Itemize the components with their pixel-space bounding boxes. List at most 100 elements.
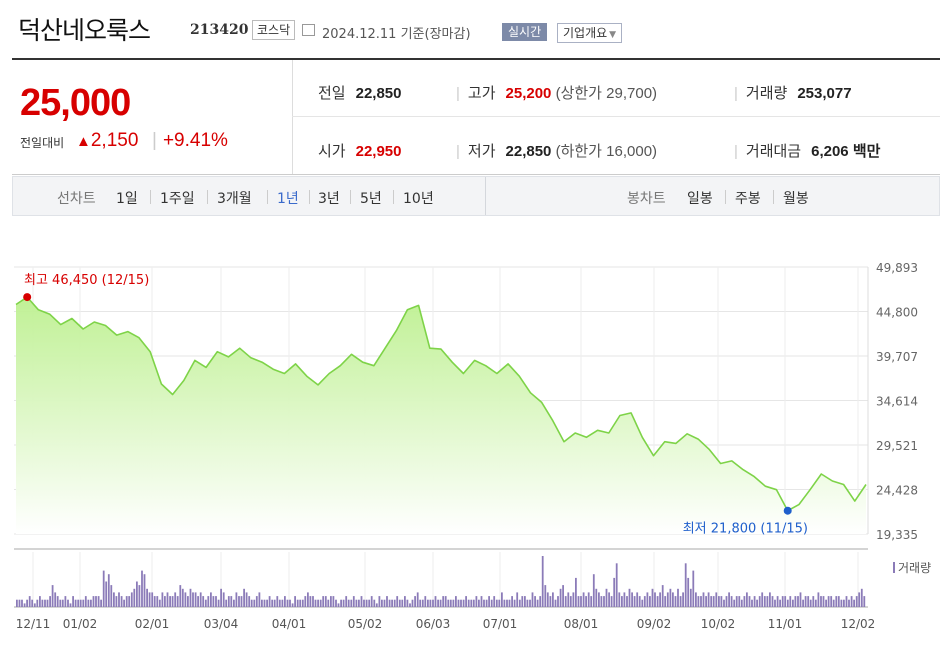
volume-bar <box>455 596 457 607</box>
volume-bar <box>90 599 92 607</box>
volume-bar <box>860 588 863 607</box>
realtime-button[interactable]: 실시간 <box>502 23 548 41</box>
volume-bar <box>307 592 309 607</box>
volume-bar <box>580 596 582 607</box>
date-value: 2024.12.11 <box>322 27 397 42</box>
volume-bar <box>220 588 222 607</box>
period-3m[interactable]: 3개월 <box>217 191 252 207</box>
volume-bar <box>199 592 202 607</box>
amount-label: 거래대금 <box>745 143 802 160</box>
period-10y[interactable]: 10년 <box>403 191 434 207</box>
candle-monthly[interactable]: 월봉 <box>783 191 809 207</box>
volume-bar <box>615 563 618 607</box>
volume-bar <box>506 599 508 607</box>
volume-bar <box>822 596 825 607</box>
volume-bar <box>230 596 233 607</box>
volume-bar <box>534 596 536 607</box>
upper-limit-value: 29,700 <box>606 85 653 102</box>
high-marker <box>23 293 32 302</box>
volume-bar <box>723 599 725 607</box>
section-divider <box>485 177 486 215</box>
volume-bar <box>799 592 802 607</box>
volume-bar <box>761 592 764 607</box>
volume-bar <box>398 599 401 607</box>
volume-bar <box>286 599 289 607</box>
volume-bar <box>641 599 644 607</box>
volume-bar <box>370 596 373 607</box>
volume-bar <box>618 592 621 607</box>
volume-bar <box>582 592 585 607</box>
period-1y[interactable]: 1년 <box>277 191 299 207</box>
volume-bar <box>789 596 792 607</box>
volume-bar <box>16 599 18 607</box>
volume-bar <box>460 599 462 607</box>
volume-bar <box>381 599 383 607</box>
volume-bar <box>153 596 156 607</box>
volume-bar <box>457 599 460 607</box>
volume-bar <box>92 596 95 607</box>
volume-bar <box>557 596 559 607</box>
volume-bar <box>682 592 684 607</box>
period-5y[interactable]: 5년 <box>360 191 382 207</box>
volume-bar <box>271 599 274 607</box>
volume-bar <box>281 599 284 607</box>
period-1d[interactable]: 1일 <box>116 191 138 207</box>
x-tick-label: 02/01 <box>135 617 170 631</box>
volume-bar <box>672 592 674 607</box>
volume-bar <box>541 556 544 607</box>
volume-bar <box>284 596 286 607</box>
volume-bar <box>429 599 432 607</box>
candle-weekly[interactable]: 주봉 <box>735 191 761 207</box>
volume-bar <box>235 592 238 607</box>
x-tick-label: 03/04 <box>204 617 239 631</box>
y-tick-label: 39,707 <box>876 350 918 364</box>
volume-bar <box>687 577 690 607</box>
volume-bar <box>273 599 276 607</box>
volume-bar <box>769 592 771 607</box>
volume-bar <box>253 599 256 607</box>
volume-bar <box>26 599 28 607</box>
volume-legend: 거래량 <box>898 561 931 575</box>
volume-bar <box>524 596 526 607</box>
candle-daily[interactable]: 일봉 <box>687 191 713 207</box>
volume-bar <box>263 599 266 607</box>
volume-bar <box>490 599 493 607</box>
volume-bar <box>358 599 360 607</box>
volume-bar <box>41 599 44 607</box>
volume-bar <box>330 596 332 607</box>
volume-bar <box>858 592 861 607</box>
volume-bar <box>521 596 524 607</box>
volume-bar <box>396 596 399 607</box>
volume-bar <box>368 599 371 607</box>
volume-bar <box>840 599 843 607</box>
volume-bar <box>546 592 549 607</box>
volume-bar <box>107 574 110 607</box>
volume-bar <box>809 599 812 607</box>
price-chart-svg: 최고 46,450 (12/15) 최저 21,800 (11/15) 거래량 4… <box>14 261 931 631</box>
line-chart-label: 선차트 <box>57 191 96 207</box>
volume-bar <box>751 599 753 607</box>
volume-bar <box>598 592 600 607</box>
volume-bar <box>758 596 761 607</box>
volume-bar <box>79 599 82 607</box>
volume-bar <box>133 588 136 607</box>
volume-bar <box>679 596 682 607</box>
period-1w[interactable]: 1주일 <box>160 191 195 207</box>
y-tick-label: 24,428 <box>876 484 918 498</box>
volume-bar <box>674 596 677 607</box>
period-3y[interactable]: 3년 <box>318 191 340 207</box>
prev-close: 전일 22,850 <box>318 82 402 103</box>
volume-bar <box>575 577 577 607</box>
volume-legend-swatch <box>893 562 895 573</box>
volume-bar <box>812 596 815 607</box>
volume-bar <box>590 596 593 607</box>
volume-bar <box>21 599 23 607</box>
volume-bar <box>240 596 243 607</box>
price-summary: 25,000 전일대비 ▲2,150 | +9.41% <box>12 60 293 174</box>
x-tick-label: 10/02 <box>701 617 736 631</box>
volume-bar <box>467 599 470 607</box>
change-label: 전일대비 <box>20 136 65 150</box>
volume-bar <box>720 596 723 607</box>
y-tick-label: 44,800 <box>876 306 918 320</box>
company-overview-dropdown[interactable]: 기업개요 ▼ <box>557 23 623 43</box>
